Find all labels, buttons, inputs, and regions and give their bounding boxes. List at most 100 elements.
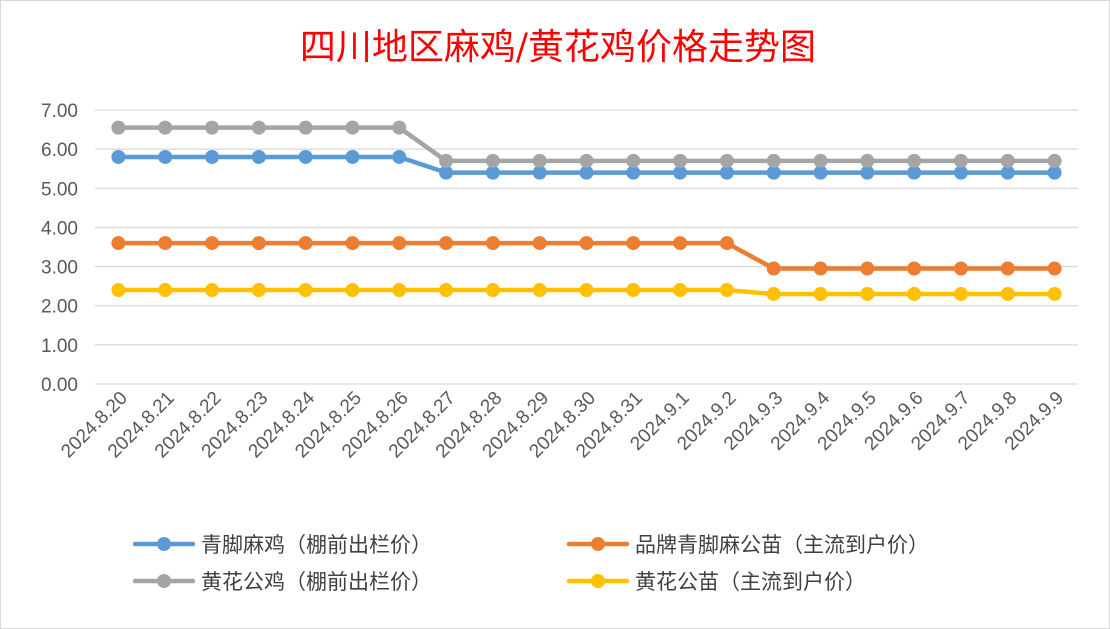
data-point	[485, 153, 500, 168]
x-axis-ticks: 2024.8.202024.8.212024.8.222024.8.232024…	[57, 387, 1068, 462]
data-point	[907, 261, 922, 276]
data-point	[439, 283, 454, 298]
data-point	[1000, 165, 1015, 180]
data-point	[719, 236, 734, 251]
y-axis-ticks: 0.00 1.00 2.00 3.00 4.00 5.00 6.00 7.00	[41, 101, 78, 396]
data-point	[532, 236, 547, 251]
data-point	[158, 283, 173, 298]
y-tick-label: 1.00	[41, 336, 78, 357]
data-point	[298, 120, 313, 135]
legend-item: 黄花公鸡（棚前出栏价）	[132, 570, 432, 594]
data-point	[953, 153, 968, 168]
gridlines	[95, 109, 1078, 385]
data-point	[1000, 286, 1015, 301]
data-point	[111, 236, 126, 251]
data-point	[813, 165, 828, 180]
data-point	[719, 165, 734, 180]
data-point	[298, 236, 313, 251]
y-tick-label: 7.00	[41, 101, 78, 122]
legend-item: 青脚麻鸡（棚前出栏价）	[132, 533, 432, 557]
y-tick-label: 6.00	[41, 140, 78, 161]
data-point	[205, 283, 220, 298]
data-point	[111, 283, 126, 298]
data-point	[392, 283, 407, 298]
legend-label: 黄花公苗（主流到户价）	[635, 570, 866, 594]
y-tick-label: 4.00	[41, 218, 78, 239]
data-point	[953, 286, 968, 301]
data-point	[860, 153, 875, 168]
data-point	[485, 165, 500, 180]
data-point	[1047, 165, 1062, 180]
data-point	[626, 153, 641, 168]
data-point	[1000, 261, 1015, 276]
legend-label: 黄花公鸡（棚前出栏价）	[201, 570, 432, 594]
data-point	[953, 261, 968, 276]
data-point	[813, 261, 828, 276]
data-point	[1047, 153, 1062, 168]
data-point	[158, 236, 173, 251]
legend-swatch-marker	[591, 537, 605, 551]
data-point	[673, 153, 688, 168]
data-point	[579, 165, 594, 180]
data-point	[673, 236, 688, 251]
data-point	[766, 286, 781, 301]
data-point	[392, 120, 407, 135]
data-point	[251, 149, 266, 164]
data-point	[111, 120, 126, 135]
data-point	[907, 165, 922, 180]
legend-swatch-marker	[157, 574, 171, 588]
data-point	[345, 236, 360, 251]
series-layer	[111, 120, 1062, 301]
data-point	[907, 153, 922, 168]
data-point	[626, 283, 641, 298]
data-point	[205, 149, 220, 164]
data-point	[813, 153, 828, 168]
data-point	[860, 286, 875, 301]
y-tick-label: 5.00	[41, 179, 78, 200]
legend-swatch-marker	[591, 574, 605, 588]
data-point	[392, 236, 407, 251]
legend-item: 黄花公苗（主流到户价）	[566, 570, 866, 594]
data-point	[205, 236, 220, 251]
data-point	[579, 236, 594, 251]
data-point	[766, 153, 781, 168]
data-point	[532, 165, 547, 180]
data-point	[1000, 153, 1015, 168]
data-point	[579, 283, 594, 298]
data-point	[626, 165, 641, 180]
data-point	[298, 283, 313, 298]
legend-swatch-marker	[157, 537, 171, 551]
legend-label: 品牌青脚麻公苗（主流到户价）	[635, 533, 929, 557]
data-point	[345, 149, 360, 164]
data-point	[158, 149, 173, 164]
series-group	[111, 149, 1062, 180]
legend: 青脚麻鸡（棚前出栏价） 品牌青脚麻公苗（主流到户价） 黄花公鸡（棚前出栏价） 黄花公苗…	[132, 533, 929, 594]
data-point	[439, 236, 454, 251]
data-point	[532, 153, 547, 168]
data-point	[251, 283, 266, 298]
data-point	[532, 283, 547, 298]
chart-title: 四川地区麻鸡/黄花鸡价格走势图	[300, 27, 816, 68]
data-point	[485, 236, 500, 251]
legend-item: 品牌青脚麻公苗（主流到户价）	[566, 533, 929, 557]
data-point	[813, 286, 828, 301]
data-point	[673, 283, 688, 298]
data-point	[719, 283, 734, 298]
data-point	[158, 120, 173, 135]
data-point	[626, 236, 641, 251]
data-point	[673, 165, 688, 180]
data-point	[860, 261, 875, 276]
data-point	[1047, 286, 1062, 301]
series-group	[111, 283, 1062, 301]
legend-label: 青脚麻鸡（棚前出栏价）	[201, 533, 432, 557]
data-point	[345, 283, 360, 298]
data-point	[251, 236, 266, 251]
series-group	[111, 120, 1062, 168]
data-point	[485, 283, 500, 298]
data-point	[251, 120, 266, 135]
data-point	[860, 165, 875, 180]
data-point	[439, 165, 454, 180]
data-point	[392, 149, 407, 164]
